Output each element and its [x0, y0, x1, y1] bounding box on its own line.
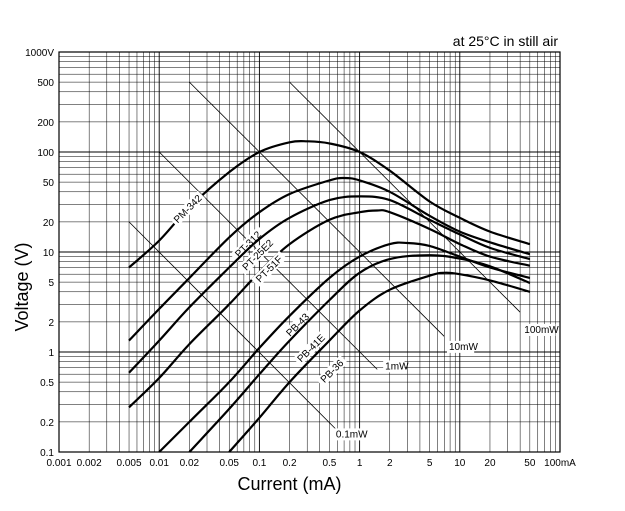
grid — [58, 52, 560, 453]
series-line-PB-41E — [188, 254, 531, 453]
x-tick-label: 0.05 — [220, 458, 240, 469]
x-tick-label: 1 — [357, 458, 363, 469]
power-label-10mW: 10mW — [449, 342, 478, 353]
x-tick-label: 0.1 — [252, 458, 266, 469]
series-label-bg — [229, 226, 266, 263]
y-tick-label: 100 — [37, 148, 54, 159]
series-label-bg — [292, 330, 329, 367]
series-curves: PM-342PT-312PT-25E2PT-51FPB-43PB-41EPB-3… — [128, 139, 531, 453]
x-tick-label: 0.005 — [117, 458, 142, 469]
power-label-bg — [446, 340, 475, 353]
power-lines: 0.1mW 1mW 10mW 100mW — [128, 81, 559, 441]
x-tick-label: 2 — [387, 458, 393, 469]
y-tick-label: 200 — [37, 118, 54, 129]
y-tick-label: 5 — [48, 278, 54, 289]
x-tick-label: 5 — [427, 458, 433, 469]
power-line-10mW — [189, 81, 445, 337]
x-tick-label: 20 — [484, 458, 496, 469]
chart-title: at 25°C in still air — [453, 33, 559, 49]
y-axis-title: Voltage (V) — [12, 242, 32, 331]
x-tick-label: 0.02 — [180, 458, 200, 469]
series-label-bg — [251, 250, 288, 287]
y-tick-label: 0.1 — [40, 448, 54, 459]
x-tick-label: 0.002 — [77, 458, 102, 469]
y-tick-label: 1 — [48, 348, 54, 359]
power-label-bg — [522, 323, 556, 336]
power-label-bg — [383, 360, 405, 373]
power-line-100mW — [289, 81, 521, 313]
x-axis-title: Current (mA) — [237, 474, 341, 494]
series-label-bg — [315, 355, 348, 387]
x-tick-label: 100mA — [544, 458, 576, 469]
y-tick-label: 20 — [43, 218, 55, 229]
y-tick-label: 0.2 — [40, 418, 54, 429]
power-label-0.1mW: 0.1mW — [336, 429, 368, 440]
power-label-bg — [333, 428, 367, 441]
x-tick-labels: 0.001 0.002 0.005 0.01 0.02 0.05 0.1 0.2 0.5 1 2 5 1… — [46, 458, 576, 469]
y-tick-label: 500 — [37, 78, 54, 89]
x-tick-label: 0.01 — [149, 458, 169, 469]
x-tick-label: 0.2 — [283, 458, 297, 469]
power-line-1mW — [158, 151, 378, 370]
x-tick-label: 10 — [454, 458, 466, 469]
y-tick-label: 10 — [43, 248, 55, 259]
y-tick-labels: 1000V 500 200 100 50 20 10 5 2 1 0.5 0.2 0.1 — [25, 48, 54, 459]
y-tick-label: 2 — [48, 318, 54, 329]
series-line-PT-25E2 — [128, 195, 531, 374]
power-label-100mW: 100mW — [524, 325, 559, 336]
y-tick-label: 0.5 — [40, 378, 54, 389]
series-label-bg — [281, 308, 314, 341]
x-tick-label: 0.5 — [322, 458, 336, 469]
power-label-1mW: 1mW — [385, 361, 409, 372]
series-line-PT-51F — [128, 209, 531, 409]
series-line-PB-43 — [158, 241, 531, 453]
y-tick-label: 1000V — [25, 48, 54, 59]
y-tick-label: 50 — [43, 178, 55, 189]
plot-frame — [58, 51, 561, 453]
x-tick-label: 50 — [524, 458, 536, 469]
series-label-bg — [169, 190, 206, 227]
series-line-PB-36 — [228, 271, 531, 453]
power-line-0.1mW — [128, 221, 345, 438]
series-line-PT-312 — [128, 176, 531, 342]
series-label-bg — [237, 234, 278, 275]
x-tick-label: 0.001 — [46, 458, 71, 469]
